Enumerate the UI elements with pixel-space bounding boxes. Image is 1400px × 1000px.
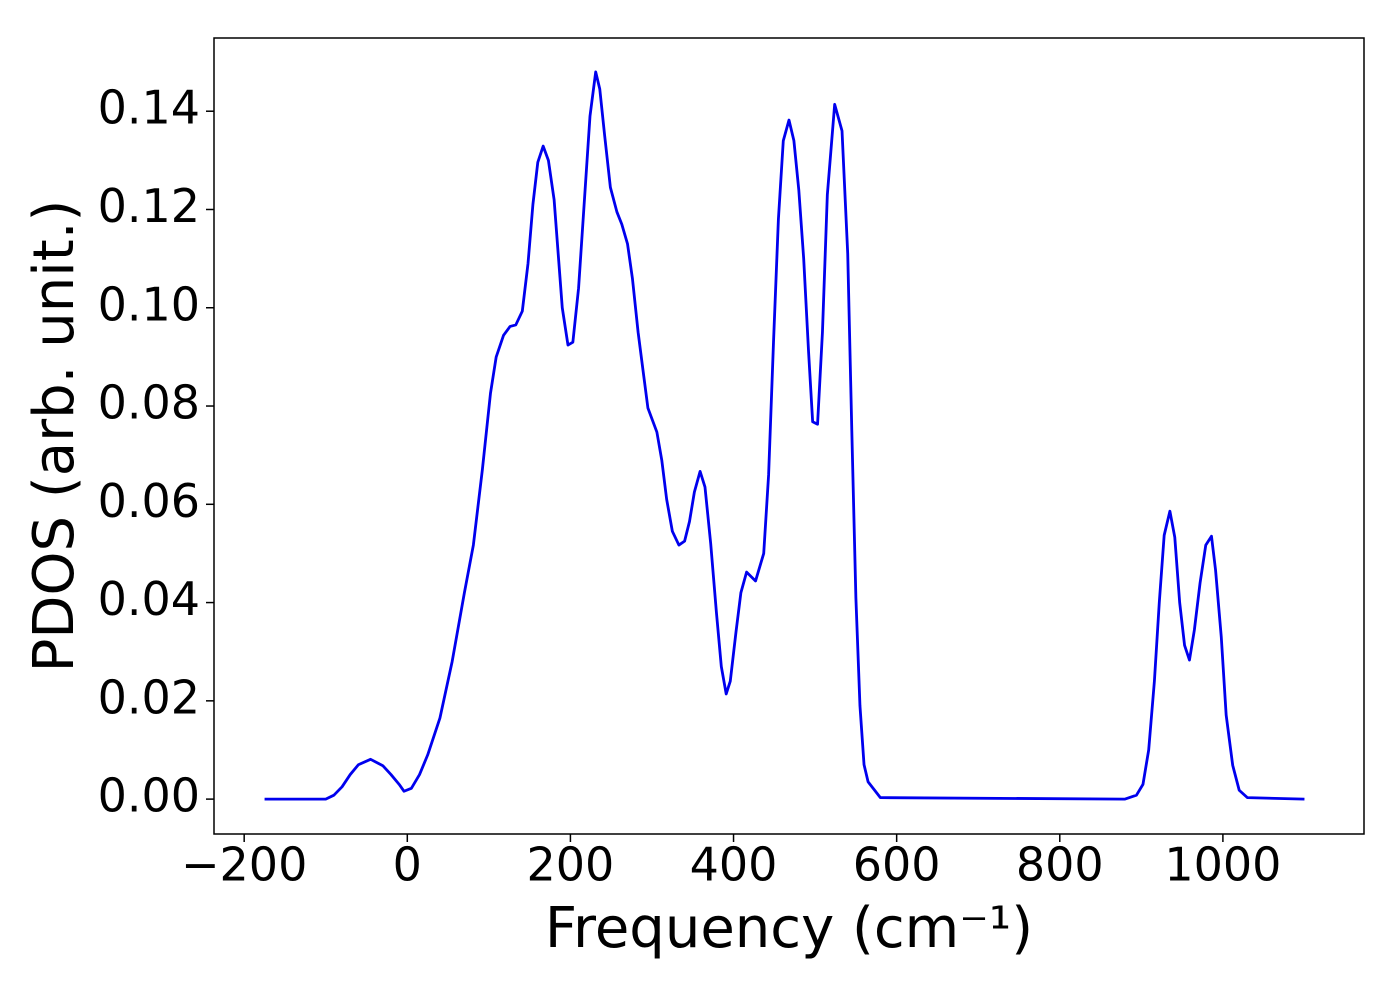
y-tick-label: 0.12 <box>98 179 200 233</box>
x-tick-label: 200 <box>527 838 615 892</box>
data-line <box>264 70 1305 801</box>
x-tick-label: 0 <box>393 838 422 892</box>
x-tick-label: 800 <box>1016 838 1104 892</box>
y-tick-label: 0.08 <box>98 376 200 430</box>
plot-frame <box>213 37 1365 835</box>
y-axis-label: PDOS (arb. unit.) <box>22 200 87 673</box>
y-tick-label: 0.06 <box>98 474 200 528</box>
x-tick-label: 400 <box>690 838 778 892</box>
y-tick-label: 0.14 <box>98 81 200 135</box>
x-axis-label: Frequency (cm⁻¹) <box>545 896 1033 961</box>
y-tick-label: 0.04 <box>98 572 200 626</box>
y-tick-label: 0.10 <box>98 277 200 331</box>
x-tick-label: 1000 <box>1164 838 1281 892</box>
y-tick-label: 0.02 <box>98 670 200 724</box>
x-tick-label: 600 <box>853 838 941 892</box>
y-tick-label: 0.00 <box>98 769 200 823</box>
x-tick-label: −200 <box>181 838 307 892</box>
